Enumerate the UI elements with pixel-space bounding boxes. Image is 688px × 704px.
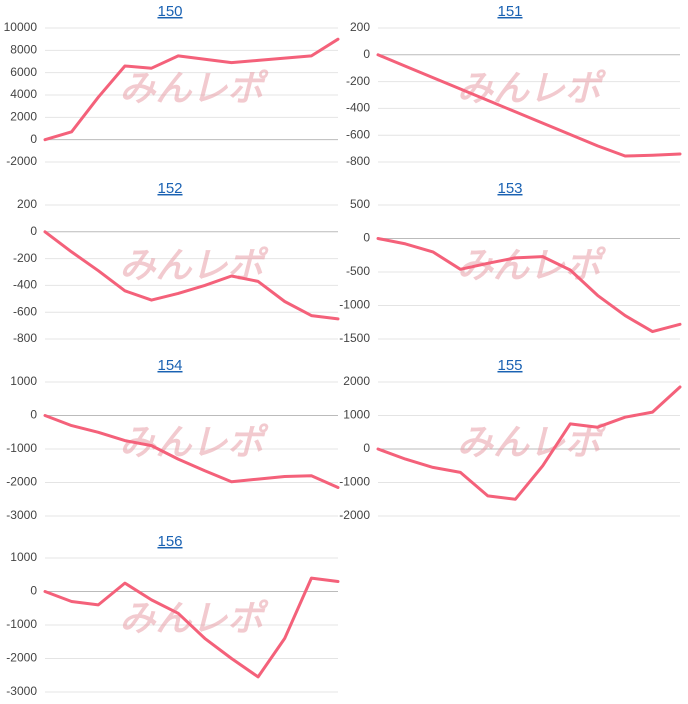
data-line xyxy=(376,385,682,501)
chart-title[interactable]: 155 xyxy=(497,357,522,374)
y-tick-label: 0 xyxy=(363,47,370,61)
chart-title[interactable]: 156 xyxy=(157,533,182,550)
y-tick-label: 0 xyxy=(30,584,37,598)
y-tick-label: 1000 xyxy=(343,408,370,422)
y-tick-label: 2000 xyxy=(10,110,37,124)
y-tick-label: 0 xyxy=(30,132,37,146)
data-line xyxy=(43,230,340,321)
chart-title[interactable]: 151 xyxy=(497,3,522,20)
chart-title[interactable]: 152 xyxy=(157,180,182,197)
data-line xyxy=(376,237,682,334)
y-tick-label: 500 xyxy=(350,197,370,211)
chart-title[interactable]: 154 xyxy=(157,357,182,374)
y-tick-label: 4000 xyxy=(10,87,37,101)
y-tick-label: 6000 xyxy=(10,65,37,79)
y-tick-label: 0 xyxy=(30,224,37,238)
y-tick-label: -1500 xyxy=(339,331,370,345)
chart-panel: 151 200 0 -200 -400 -600 -800 みんレポ xyxy=(346,3,682,168)
chart-panel: 150 10000 8000 6000 4000 2000 0 -2000 みんレポ xyxy=(4,3,340,168)
y-tick-label: -3000 xyxy=(6,684,37,698)
y-tick-label: 10000 xyxy=(4,20,38,34)
y-tick-label: -1000 xyxy=(339,298,370,312)
data-line xyxy=(376,53,682,158)
chart-panel: 156 1000 0 -1000 -2000 -3000 みんレポ xyxy=(6,533,340,698)
y-tick-label: 1000 xyxy=(10,374,37,388)
y-tick-label: -1000 xyxy=(6,617,37,631)
y-tick-label: 0 xyxy=(363,231,370,245)
y-tick-label: -800 xyxy=(346,154,370,168)
y-tick-label: -500 xyxy=(346,264,370,278)
y-tick-label: 0 xyxy=(363,441,370,455)
chart-title[interactable]: 150 xyxy=(157,3,182,20)
y-tick-label: -3000 xyxy=(6,508,37,522)
watermark: みんレポ xyxy=(119,598,269,639)
y-tick-label: -2000 xyxy=(6,154,37,168)
watermark: みんレポ xyxy=(119,68,269,109)
chart-panel: 154 1000 0 -1000 -2000 -3000 みんレポ xyxy=(6,357,340,522)
data-line xyxy=(43,414,340,489)
watermark: みんレポ xyxy=(457,422,607,463)
y-tick-label: -400 xyxy=(346,101,370,115)
y-tick-label: -200 xyxy=(346,74,370,88)
y-tick-label: -600 xyxy=(346,127,370,141)
y-tick-label: -1000 xyxy=(339,475,370,489)
y-tick-label: -2000 xyxy=(6,651,37,665)
y-tick-label: 8000 xyxy=(10,43,37,57)
y-tick-label: 200 xyxy=(17,197,37,211)
y-tick-label: 2000 xyxy=(343,374,370,388)
y-tick-label: -2000 xyxy=(339,508,370,522)
data-line xyxy=(43,37,340,142)
watermark: みんレポ xyxy=(119,422,269,463)
y-tick-label: -600 xyxy=(13,304,37,318)
chart-panel: 155 2000 1000 0 -1000 -2000 みんレポ xyxy=(339,357,682,522)
y-tick-label: -200 xyxy=(13,251,37,265)
data-line xyxy=(43,576,340,679)
chart-title[interactable]: 153 xyxy=(497,180,522,197)
watermark: みんレポ xyxy=(457,68,607,109)
y-tick-label: -1000 xyxy=(6,441,37,455)
y-tick-label: 0 xyxy=(30,408,37,422)
y-tick-label: -800 xyxy=(13,331,37,345)
y-tick-label: -400 xyxy=(13,278,37,292)
y-tick-label: 200 xyxy=(350,20,370,34)
y-tick-label: -2000 xyxy=(6,475,37,489)
y-tick-label: 1000 xyxy=(10,550,37,564)
